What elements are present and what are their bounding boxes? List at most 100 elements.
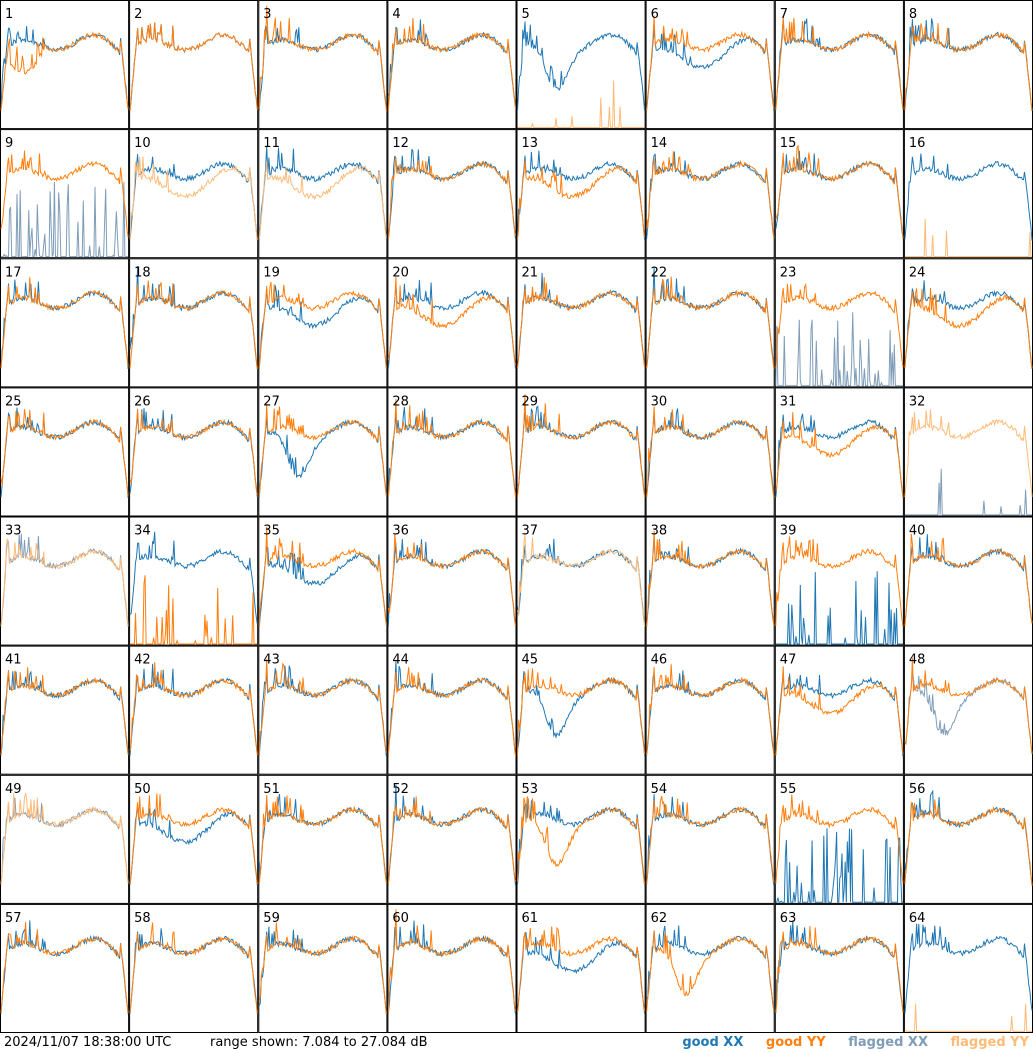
tile-frame [129, 0, 259, 130]
series-yy-tile-39 [775, 536, 904, 627]
series-xx-tile-29 [517, 405, 646, 497]
timestamp: 2024/11/07 18:38:00 UTC [4, 1035, 172, 1050]
tile-label: 31 [780, 394, 797, 409]
tile-label: 41 [5, 653, 22, 668]
tile-frame [645, 645, 775, 775]
tile-frame [0, 645, 130, 775]
legend-flagged-xx: flagged XX [848, 1035, 928, 1050]
series-xx-tile-53 [517, 797, 646, 886]
series-xx-tile-1 [0, 26, 129, 111]
series-yy-tile-30 [646, 406, 775, 499]
series-yy-tile-59 [258, 922, 387, 1015]
tile-frame [0, 903, 130, 1033]
tile-label: 39 [780, 524, 797, 539]
tile-label: 8 [909, 7, 917, 22]
tile-label: 32 [909, 394, 926, 409]
tile-16: 16 [903, 129, 1033, 259]
series-xx-tile-23 [775, 312, 903, 388]
tile-57: 57 [0, 903, 130, 1033]
tile-25: 25 [0, 387, 130, 517]
tile-frame [387, 903, 517, 1033]
series-yy-tile-15 [775, 144, 904, 239]
series-yy-tile-35 [258, 526, 387, 627]
tile-frame [258, 903, 388, 1033]
series-yy-tile-14 [646, 151, 775, 238]
tile-frame [774, 129, 904, 259]
tile-label: 2 [134, 7, 142, 22]
tile-26: 26 [129, 387, 259, 517]
series-xx-tile-33 [0, 533, 129, 627]
tile-47: 47 [774, 645, 904, 775]
tile-52: 52 [387, 774, 517, 904]
tile-label: 13 [522, 136, 539, 151]
series-xx-tile-64 [904, 923, 1033, 1014]
tile-10: 10 [129, 129, 259, 259]
series-xx-tile-10 [129, 154, 258, 241]
tile-label: 14 [651, 136, 668, 151]
series-yy-tile-56 [904, 799, 1033, 886]
tile-48: 48 [903, 645, 1033, 775]
series-yy-tile-58 [129, 922, 258, 1014]
tile-59: 59 [258, 903, 388, 1033]
series-yy-tile-22 [646, 276, 775, 370]
tile-frame [903, 0, 1033, 130]
tile-label: 40 [909, 524, 926, 539]
series-yy-tile-13 [517, 160, 646, 240]
series-yy-tile-28 [387, 399, 516, 498]
tile-2: 2 [129, 0, 259, 130]
series-xx-tile-4 [387, 19, 516, 109]
series-xx-tile-55 [775, 828, 903, 903]
tile-31: 31 [774, 387, 904, 517]
tile-frame [774, 516, 904, 646]
legend-good-yy: good YY [765, 1035, 826, 1050]
series-yy-tile-40 [904, 533, 1033, 626]
tile-label: 33 [5, 524, 22, 539]
tile-label: 34 [134, 524, 151, 539]
series-yy-tile-10 [129, 156, 258, 240]
series-xx-tile-38 [646, 535, 775, 627]
tile-60: 60 [387, 903, 517, 1033]
tile-34: 34 [129, 516, 259, 646]
tile-frame [387, 645, 517, 775]
tile-label: 1 [5, 7, 13, 22]
legend: good XX good YY flagged XX flagged YY [664, 1033, 1029, 1053]
tile-4: 4 [387, 0, 517, 130]
series-yy-tile-27 [258, 403, 387, 498]
series-yy-tile-34 [130, 575, 258, 645]
tile-21: 21 [516, 258, 646, 388]
tile-frame [387, 516, 517, 646]
tile-label: 54 [651, 782, 668, 797]
series-yy-tile-12 [387, 156, 516, 240]
tile-frame [774, 645, 904, 775]
tile-6: 6 [645, 0, 775, 130]
tile-label: 46 [651, 653, 668, 668]
tile-63: 63 [774, 903, 904, 1033]
tile-label: 53 [522, 782, 539, 797]
series-yy-tile-4 [387, 18, 516, 111]
tile-frame [645, 0, 775, 130]
series-xx-tile-17 [0, 279, 129, 370]
tile-15: 15 [774, 129, 904, 259]
series-yy-tile-5 [517, 80, 645, 128]
tile-label: 61 [522, 911, 539, 926]
series-xx-tile-41 [0, 670, 129, 756]
tile-18: 18 [129, 258, 259, 388]
series-xx-tile-58 [129, 928, 258, 1014]
tile-39: 39 [774, 516, 904, 646]
tile-label: 16 [909, 136, 926, 151]
tile-35: 35 [258, 516, 388, 646]
tile-29: 29 [516, 387, 646, 517]
tile-frame [387, 387, 517, 517]
series-yy-tile-60 [387, 909, 516, 1013]
tile-label: 37 [522, 524, 539, 539]
tile-label: 36 [392, 524, 409, 539]
series-xx-tile-3 [258, 25, 387, 111]
tile-frame [645, 387, 775, 517]
tile-22: 22 [645, 258, 775, 388]
tile-frame [129, 387, 259, 517]
tile-24: 24 [903, 258, 1033, 388]
tile-label: 3 [263, 7, 271, 22]
tile-61: 61 [516, 903, 646, 1033]
tile-42: 42 [129, 645, 259, 775]
tile-label: 63 [780, 911, 797, 926]
